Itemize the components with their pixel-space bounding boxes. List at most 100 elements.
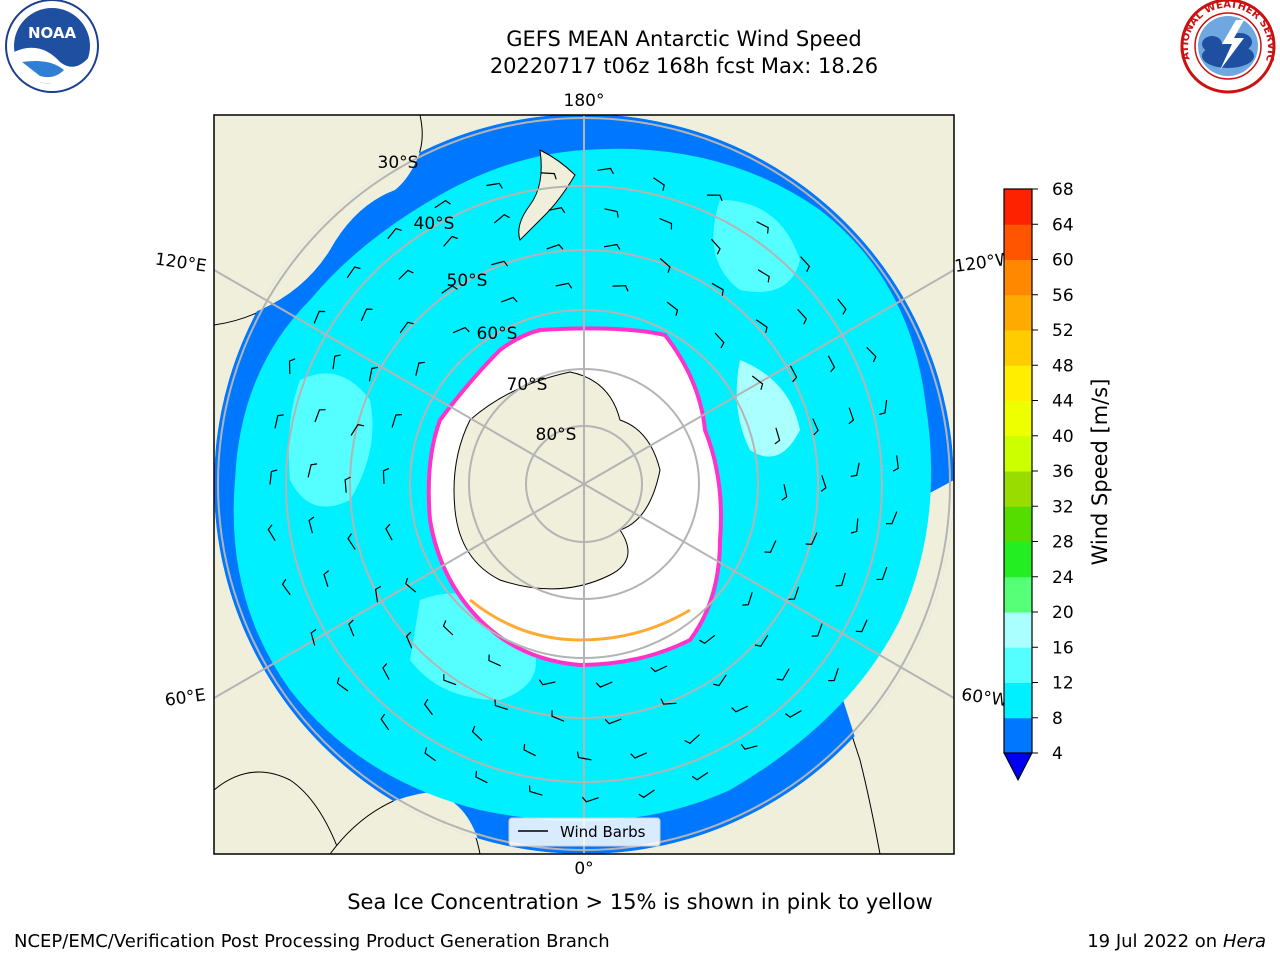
colorbar-segment	[1004, 576, 1032, 613]
colorbar-segment	[1004, 612, 1032, 648]
footer-date: 19 Jul 2022 on	[1087, 931, 1218, 952]
new-zealand-land	[518, 149, 576, 241]
wind-barb	[756, 221, 769, 234]
wind-barb	[452, 326, 470, 334]
wind-barb	[684, 734, 701, 745]
colorbar-segment	[1004, 365, 1032, 401]
wind-barb	[541, 172, 557, 180]
wind-barb	[348, 619, 355, 637]
colorbar-segment	[1004, 330, 1032, 366]
wind-barb	[313, 310, 326, 324]
wind-barb	[350, 423, 365, 436]
wind-barb	[281, 578, 291, 596]
wind-barb	[471, 725, 483, 741]
lat-label-60s: 60°S	[477, 324, 518, 344]
wind-barb	[576, 751, 592, 761]
wind-barb	[307, 463, 318, 478]
lat-label-40s: 40°S	[414, 214, 455, 234]
wind-barb	[785, 710, 802, 718]
wind-barb	[706, 194, 723, 202]
wind-barb	[488, 654, 502, 667]
wind-barb	[754, 634, 769, 647]
wind-barb	[892, 455, 899, 472]
wind-barb	[630, 752, 648, 759]
colorbar-segment	[1004, 400, 1032, 437]
wind-barb	[308, 516, 315, 534]
wind-barb	[650, 665, 668, 673]
map-area	[214, 115, 954, 854]
noaa-logo-text: NOAA	[28, 24, 77, 42]
madagascar-land	[214, 771, 341, 854]
wind-barb	[548, 207, 566, 214]
wind-barb	[812, 418, 819, 436]
lon-label-60w: 60°W	[960, 685, 1009, 711]
wind-barb	[347, 533, 356, 550]
legend: Wind Barbs	[508, 817, 661, 847]
svg-text:NATIONAL WEATHER SERVICE: NATIONAL WEATHER SERVICE	[0, 0, 1276, 63]
lon-label-60e: 60°E	[164, 685, 207, 710]
colorbar-tick-label: 20	[1052, 603, 1074, 623]
wind-barb	[423, 698, 433, 716]
wind-barb	[368, 366, 378, 382]
wind-barb	[612, 285, 629, 292]
wind-barb	[486, 182, 503, 189]
wind-barb	[288, 358, 296, 375]
colorbar-tick-label: 4	[1052, 744, 1063, 764]
wind-barb	[346, 266, 361, 279]
wind-barb	[800, 256, 811, 272]
wind-barb	[714, 332, 725, 349]
wind-barb	[699, 634, 716, 645]
wind-barb	[603, 243, 621, 250]
chart-subtitle: 20220717 t06z 168h fcst Max: 18.26	[489, 54, 879, 78]
colorbar-tick-label: 16	[1052, 638, 1074, 658]
footer-machine: Hera	[1222, 931, 1266, 952]
wind-barb	[638, 789, 655, 799]
colorbar-tick-label: 32	[1052, 497, 1074, 517]
wind-barb	[581, 796, 599, 803]
wind-barb	[764, 540, 777, 553]
wind-barb	[660, 698, 677, 705]
colorbar-tick-label: 68	[1052, 180, 1074, 200]
lat-label-30s: 30°S	[378, 153, 419, 173]
wind-barb	[597, 167, 614, 174]
wind-barb	[380, 713, 390, 731]
wind-barb	[776, 668, 790, 681]
colorbar-segment	[1004, 647, 1032, 683]
footer-left: NCEP/EMC/Verification Post Processing Pr…	[14, 931, 610, 952]
wind-barb	[848, 407, 855, 425]
wind-barb	[604, 208, 619, 218]
wind-barb	[528, 785, 543, 796]
wind-barb	[740, 744, 758, 750]
colorbar-underflow-triangle	[1003, 752, 1033, 782]
wind-barb	[866, 346, 877, 363]
colorbar-segment	[1004, 471, 1032, 507]
colorbar-tick-label: 36	[1052, 462, 1074, 482]
wind-barb	[494, 699, 508, 711]
wind-barb	[310, 628, 317, 646]
colorbar-tick-label: 40	[1052, 427, 1074, 447]
wind-barb	[405, 631, 413, 649]
colorbar-tick-label: 24	[1052, 568, 1074, 588]
lon-label-120e: 120°E	[154, 250, 208, 277]
caption: Sea Ice Concentration > 15% is shown in …	[347, 890, 933, 914]
wind-barb	[850, 462, 860, 477]
colorbar-label: Wind Speed [m/s]	[1088, 379, 1112, 566]
lon-label-180: 180°	[564, 91, 605, 111]
wind-barb	[360, 308, 373, 322]
wind-barb	[475, 770, 488, 784]
wind-barb	[332, 354, 341, 370]
wind-barb	[659, 258, 671, 273]
colorbar-tick-label: 52	[1052, 321, 1074, 341]
colorbar-tick-label: 48	[1052, 356, 1074, 376]
noaa-logo: NOAA	[5, 0, 99, 93]
wind-barb	[555, 282, 573, 289]
wind-barb	[415, 361, 425, 376]
wind-barb	[731, 705, 748, 713]
wind-barb	[653, 177, 665, 191]
wind-barb	[323, 570, 330, 587]
nws-logo-text: NATIONAL WEATHER SERVICE	[0, 0, 1276, 63]
antarctica-land	[453, 371, 661, 590]
wind-barb	[876, 566, 888, 581]
colorbar-tick-label: 60	[1052, 251, 1074, 271]
